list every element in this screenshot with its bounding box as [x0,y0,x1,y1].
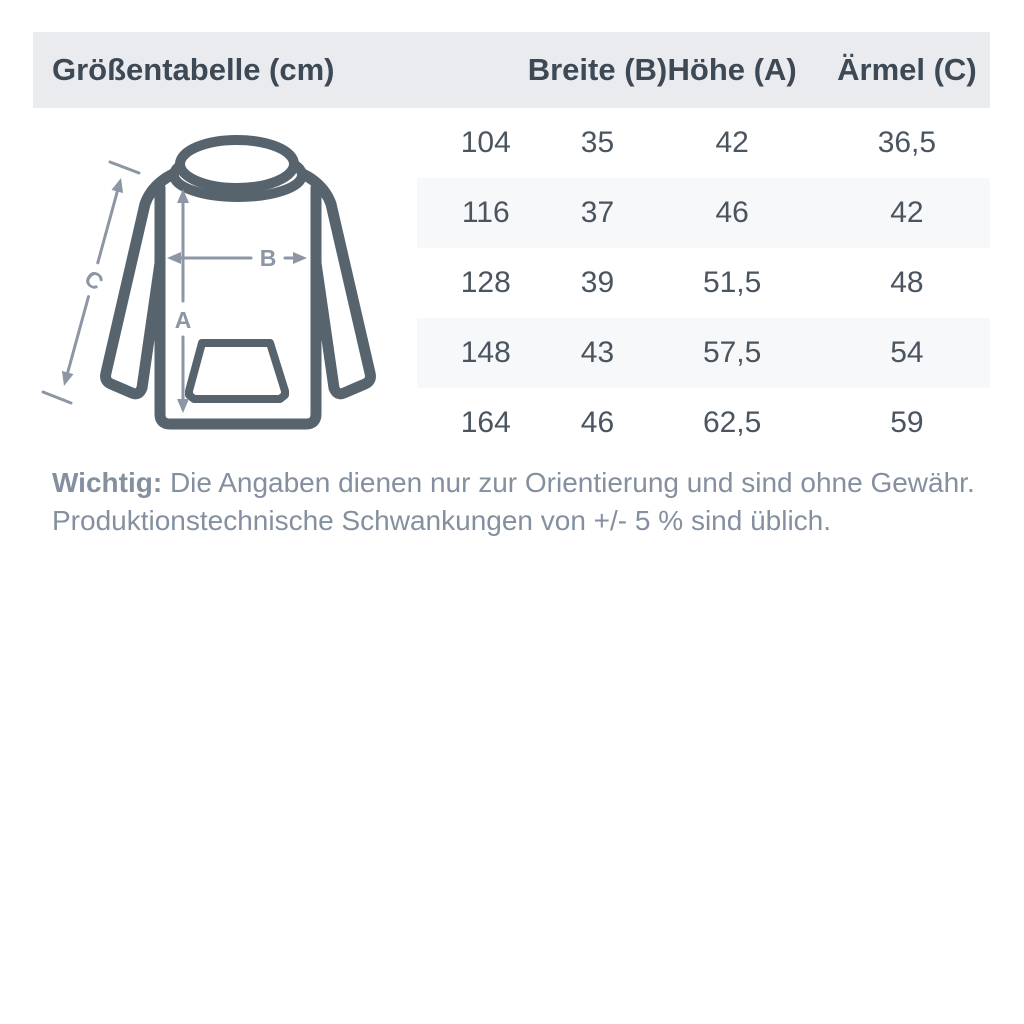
size-cell: 104 [460,126,511,159]
size-chart-title: Größentabelle (cm) [52,52,335,87]
hoodie-pocket [185,339,289,403]
table-row: 104 35 42 36,5 [417,108,990,178]
hoehe-cell: 46 [715,196,749,229]
table-row: 116 37 46 42 [417,178,990,248]
hoodie-measurement-diagram: A B C [33,108,417,458]
column-header-hoehe: Höhe (A) [667,52,797,87]
hoehe-cell: 51,5 [702,266,762,299]
column-header-breite: Breite (B) [527,52,668,87]
column-headers: Breite (B) Höhe (A) Ärmel (C) [417,52,990,88]
table-row: 164 46 62,5 59 [417,388,990,458]
aermel-cell: 36,5 [877,126,937,159]
measure-label-a: A [175,307,192,333]
size-chart-panel: Größentabelle (cm) Breite (B) Höhe (A) Ä… [33,32,990,540]
measure-arrow-a [177,189,189,413]
column-header-aermel: Ärmel (C) [837,52,977,87]
breite-cell: 39 [580,266,615,299]
breite-cell: 35 [580,126,615,159]
hoehe-cell: 42 [715,126,749,159]
size-cell: 116 [461,196,510,229]
hoodie-diagram-svg: A B C [41,135,376,430]
hoehe-cell: 62,5 [702,406,762,439]
breite-cell: 43 [580,336,615,369]
size-table: 104 35 42 36,5 116 37 46 42 128 39 51,5 … [417,108,990,458]
table-row: 148 43 57,5 54 [417,318,990,388]
disclaimer-line-1: Wichtig: Die Angaben dienen nur zur Orie… [52,467,975,498]
size-cell: 128 [460,266,511,299]
measure-label-c: C [80,265,109,296]
aermel-cell: 42 [890,196,924,229]
measure-arrow-b [167,252,307,264]
aermel-cell: 54 [890,336,924,369]
breite-cell: 37 [580,196,615,229]
aermel-cell: 48 [890,266,924,299]
size-chart-body: A B C [33,108,990,458]
size-chart-header: Größentabelle (cm) Breite (B) Höhe (A) Ä… [33,32,990,108]
measure-arrow-c [41,160,141,405]
size-cell: 148 [460,336,511,369]
aermel-cell: 59 [890,406,924,439]
table-row: 128 39 51,5 48 [417,248,990,318]
size-cell: 164 [460,406,511,439]
disclaimer-note: Wichtig: Die Angaben dienen nur zur Orie… [33,464,990,540]
disclaimer-important-label: Wichtig: [52,467,163,498]
hoehe-cell: 57,5 [702,336,762,369]
measure-label-b: B [260,245,277,271]
disclaimer-line-2: Produktionstechnische Schwankungen von +… [52,505,832,536]
hoodie-hood [169,135,307,202]
breite-cell: 46 [580,406,615,439]
